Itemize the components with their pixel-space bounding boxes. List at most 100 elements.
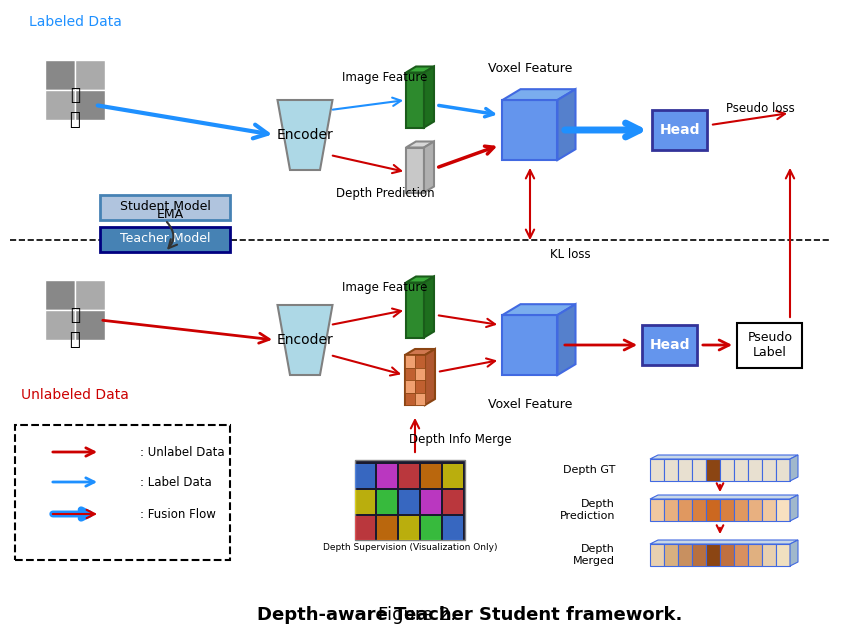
- Text: Labeled Data: Labeled Data: [29, 15, 121, 29]
- Text: EMA: EMA: [156, 208, 183, 221]
- Text: KL loss: KL loss: [550, 248, 590, 262]
- Text: Voxel Feature: Voxel Feature: [488, 399, 572, 412]
- Polygon shape: [790, 455, 798, 481]
- Polygon shape: [503, 304, 575, 315]
- Bar: [405, 355, 415, 368]
- Bar: [643, 325, 697, 365]
- Bar: [762, 459, 776, 481]
- Polygon shape: [650, 495, 798, 499]
- Bar: [650, 544, 664, 566]
- Bar: [678, 499, 692, 521]
- Bar: [399, 490, 419, 514]
- Polygon shape: [406, 276, 434, 282]
- Bar: [406, 147, 424, 192]
- Bar: [664, 459, 678, 481]
- Text: : Fusion Flow: : Fusion Flow: [140, 507, 216, 520]
- Bar: [748, 459, 762, 481]
- Bar: [748, 544, 762, 566]
- Bar: [421, 490, 441, 514]
- Bar: [377, 464, 397, 488]
- Polygon shape: [558, 89, 575, 160]
- Bar: [664, 544, 678, 566]
- Text: 📷: 📷: [70, 86, 80, 104]
- Text: 📷: 📷: [70, 306, 80, 324]
- Bar: [443, 464, 463, 488]
- Bar: [377, 490, 397, 514]
- Bar: [45, 90, 75, 120]
- FancyBboxPatch shape: [15, 425, 230, 560]
- Bar: [100, 195, 230, 220]
- Text: : Unlabel Data: : Unlabel Data: [140, 446, 225, 458]
- Bar: [734, 499, 748, 521]
- Bar: [503, 315, 558, 375]
- Text: Encoder: Encoder: [277, 128, 333, 142]
- Bar: [692, 544, 706, 566]
- Bar: [443, 516, 463, 540]
- Bar: [650, 499, 664, 521]
- Bar: [405, 355, 425, 405]
- Polygon shape: [405, 349, 435, 355]
- Bar: [720, 499, 734, 521]
- Bar: [706, 459, 720, 481]
- Text: Depth GT: Depth GT: [563, 465, 615, 475]
- Polygon shape: [425, 349, 435, 405]
- Bar: [748, 499, 762, 521]
- Text: Encoder: Encoder: [277, 333, 333, 347]
- Bar: [355, 490, 375, 514]
- Text: Teacher Model: Teacher Model: [119, 233, 210, 246]
- Bar: [415, 368, 425, 380]
- Bar: [406, 282, 424, 338]
- Text: Student Model: Student Model: [119, 201, 210, 213]
- Bar: [355, 516, 375, 540]
- Bar: [75, 280, 105, 310]
- Text: Depth Info Merge: Depth Info Merge: [409, 433, 511, 446]
- Bar: [443, 490, 463, 514]
- Bar: [678, 544, 692, 566]
- Bar: [692, 459, 706, 481]
- Bar: [720, 544, 734, 566]
- Bar: [692, 499, 706, 521]
- Bar: [399, 516, 419, 540]
- Bar: [405, 380, 415, 392]
- Bar: [503, 100, 558, 160]
- Text: Unlabeled Data: Unlabeled Data: [21, 388, 129, 402]
- Polygon shape: [650, 455, 798, 459]
- Text: : Label Data: : Label Data: [140, 476, 212, 489]
- Polygon shape: [424, 66, 434, 127]
- Bar: [75, 60, 105, 90]
- Polygon shape: [406, 66, 434, 73]
- Bar: [421, 464, 441, 488]
- Polygon shape: [278, 305, 332, 375]
- Text: Depth Supervision (Visualization Only): Depth Supervision (Visualization Only): [323, 543, 497, 552]
- Text: Pseudo
Label: Pseudo Label: [748, 331, 792, 359]
- Text: Depth-aware Teacher Student framework.: Depth-aware Teacher Student framework.: [257, 606, 683, 624]
- Text: Voxel Feature: Voxel Feature: [488, 62, 572, 75]
- Bar: [405, 368, 415, 380]
- Polygon shape: [424, 141, 434, 192]
- Bar: [776, 459, 790, 481]
- Bar: [678, 459, 692, 481]
- Bar: [406, 73, 424, 127]
- Bar: [706, 499, 720, 521]
- Text: Head: Head: [650, 338, 690, 352]
- Polygon shape: [406, 141, 434, 147]
- Polygon shape: [790, 495, 798, 521]
- Text: Depth
Merged: Depth Merged: [573, 544, 615, 566]
- Bar: [75, 310, 105, 340]
- Text: Depth Prediction: Depth Prediction: [336, 186, 434, 199]
- Text: Depth
Prediction: Depth Prediction: [559, 499, 615, 521]
- Bar: [653, 110, 707, 150]
- Bar: [762, 499, 776, 521]
- FancyArrowPatch shape: [167, 222, 177, 248]
- Bar: [734, 544, 748, 566]
- Polygon shape: [558, 304, 575, 375]
- Bar: [100, 227, 230, 252]
- Polygon shape: [790, 540, 798, 566]
- Polygon shape: [503, 89, 575, 100]
- Bar: [75, 90, 105, 120]
- Bar: [45, 280, 75, 310]
- Text: Figure 2.: Figure 2.: [378, 606, 462, 624]
- Polygon shape: [424, 276, 434, 338]
- Bar: [399, 464, 419, 488]
- Bar: [762, 544, 776, 566]
